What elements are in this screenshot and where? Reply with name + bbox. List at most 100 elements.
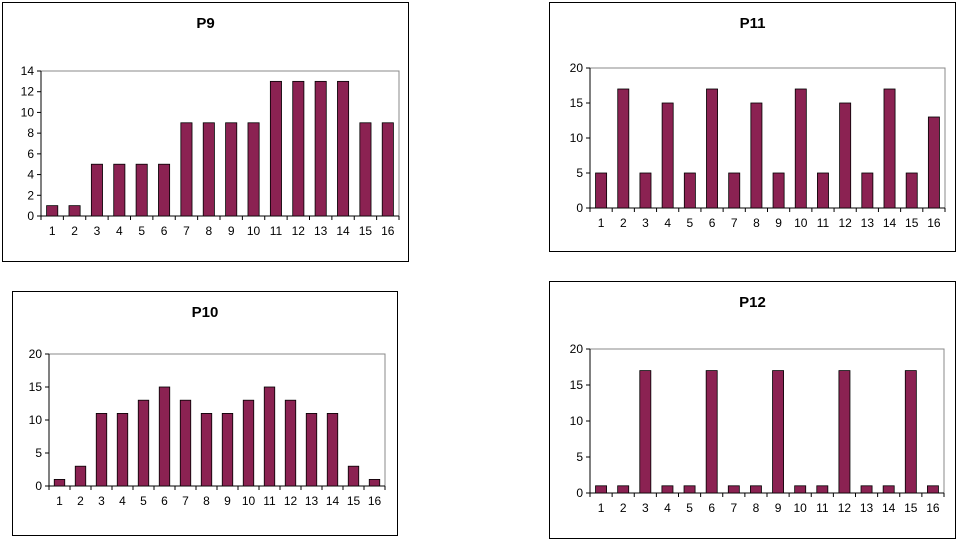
bar-p9-13 — [314, 80, 327, 217]
bar-p11-13 — [861, 172, 874, 209]
x-tick-label: 2 — [620, 501, 627, 515]
x-tick-label: 13 — [861, 216, 875, 230]
x-tick-label: 14 — [326, 494, 340, 508]
y-tick-label: 0 — [576, 201, 583, 215]
y-tick-label: 10 — [29, 413, 43, 427]
x-tick-label: 6 — [709, 216, 716, 230]
x-tick-label: 6 — [161, 224, 168, 238]
bar-p12-5 — [683, 485, 696, 494]
x-tick-label: 12 — [292, 224, 306, 238]
x-tick-label: 9 — [775, 216, 782, 230]
x-tick-label: 3 — [642, 216, 649, 230]
x-tick-label: 5 — [686, 501, 693, 515]
x-tick-label: 3 — [642, 501, 649, 515]
bar-p11-6 — [706, 88, 718, 209]
y-tick-label: 0 — [27, 209, 34, 223]
x-tick-label: 11 — [270, 224, 283, 238]
y-tick-label: 10 — [570, 414, 584, 428]
bar-p9-11 — [269, 80, 282, 217]
chart-panel-p11: P11 0 5 10 15 20 1 2 3 4 5 6 7 8 9 10 11 12 13 14 15 16 — [549, 2, 956, 252]
x-tick-label: 13 — [860, 501, 874, 515]
x-tick-label: 13 — [305, 494, 319, 508]
bar-p10-10 — [242, 399, 255, 487]
bar-p10-12 — [284, 399, 297, 487]
bar-p11-12 — [839, 102, 852, 209]
x-tick-label: 9 — [775, 501, 782, 515]
x-tick-label: 9 — [224, 494, 231, 508]
bar-p10-2 — [74, 465, 87, 487]
y-tick-label: 15 — [570, 378, 584, 392]
bar-p10-7 — [179, 399, 192, 487]
x-tick-label: 14 — [336, 224, 350, 238]
y-tick-label: 10 — [21, 105, 35, 119]
x-tick-label: 6 — [708, 501, 715, 515]
x-tick-label: 11 — [263, 494, 276, 508]
bar-p10-14 — [326, 413, 339, 487]
bar-p11-16 — [927, 116, 940, 209]
bar-p10-1 — [53, 478, 66, 487]
chart-title-p9: P9 — [196, 15, 215, 32]
x-tick-label: 5 — [687, 216, 694, 230]
x-tick-label: 16 — [926, 501, 940, 515]
x-tick-label: 4 — [119, 494, 126, 508]
bar-p12-4 — [661, 485, 674, 494]
chart-panel-p10: P10 0 5 10 15 20 1 2 3 4 5 6 7 8 9 10 11 12 13 14 15 16 — [12, 291, 398, 536]
x-tick-label: 7 — [731, 216, 738, 230]
bar-p11-8 — [750, 102, 763, 209]
x-tick-label: 1 — [56, 494, 63, 508]
x-tick-label: 1 — [598, 216, 605, 230]
x-tick-label: 10 — [794, 216, 808, 230]
bar-p9-3 — [90, 163, 103, 217]
x-tick-label: 3 — [94, 224, 101, 238]
bar-p12-10 — [794, 485, 807, 494]
y-tick-label: 2 — [27, 188, 34, 202]
bar-p12-1 — [595, 485, 607, 494]
x-tick-label: 15 — [347, 494, 361, 508]
x-tick-label: 15 — [359, 224, 373, 238]
y-tick-label: 0 — [576, 486, 583, 500]
bar-p11-10 — [794, 88, 807, 209]
y-tick-label: 12 — [21, 85, 35, 99]
bar-p10-13 — [305, 413, 318, 487]
y-tick-label: 20 — [570, 342, 584, 356]
bar-p10-5 — [137, 399, 150, 487]
y-tick-label: 15 — [29, 380, 43, 394]
bar-p10-8 — [200, 413, 213, 487]
x-tick-label: 4 — [116, 224, 123, 238]
bar-p9-14 — [337, 80, 350, 217]
bar-p11-3 — [639, 172, 652, 209]
bar-p9-15 — [359, 122, 372, 217]
bar-p11-4 — [661, 102, 674, 209]
x-tick-label: 8 — [753, 216, 760, 230]
bar-p9-8 — [202, 122, 215, 217]
x-tick-label: 2 — [77, 494, 84, 508]
bar-p12-13 — [860, 485, 873, 494]
x-tick-label: 1 — [598, 501, 605, 515]
x-tick-label: 12 — [284, 494, 298, 508]
x-tick-label: 5 — [138, 224, 145, 238]
bar-p10-4 — [116, 413, 129, 487]
x-tick-label: 11 — [817, 216, 830, 230]
y-tick-label: 4 — [27, 168, 34, 182]
y-tick-label: 5 — [576, 450, 583, 464]
x-tick-label: 16 — [927, 216, 941, 230]
bar-p11-14 — [883, 88, 896, 209]
x-tick-label: 7 — [730, 501, 737, 515]
chart-title-p11: P11 — [739, 15, 766, 32]
bar-p11-9 — [772, 172, 785, 209]
x-tick-label: 10 — [794, 501, 808, 515]
bar-p10-9 — [221, 413, 234, 487]
x-tick-label: 5 — [140, 494, 147, 508]
x-tick-label: 15 — [905, 216, 919, 230]
x-tick-label: 4 — [664, 216, 671, 230]
x-tick-label: 3 — [98, 494, 105, 508]
bar-p9-10 — [247, 122, 260, 217]
y-tick-label: 6 — [27, 147, 34, 161]
y-tick-label: 8 — [27, 126, 34, 140]
bar-p12-12 — [838, 370, 851, 494]
bar-p11-11 — [817, 172, 829, 209]
x-tick-label: 12 — [838, 216, 852, 230]
